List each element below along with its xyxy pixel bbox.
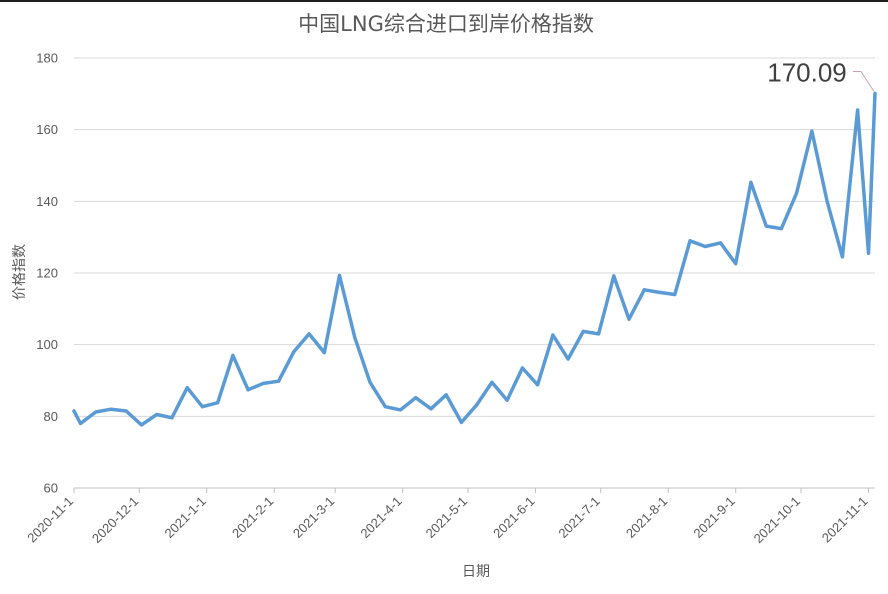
data-point	[718, 241, 723, 245]
data-point	[873, 91, 877, 96]
data-point	[581, 329, 585, 334]
data-point	[627, 317, 631, 321]
data-point	[840, 255, 844, 259]
x-axis-ticks: 2020-11-1 2020-12-1 2021-1-1 2021-2-1 2021-3…	[24, 488, 871, 547]
gridlines	[74, 57, 875, 417]
data-point	[642, 288, 646, 292]
data-point	[596, 332, 601, 336]
x-tick-label: 2021-2-1	[229, 494, 276, 541]
x-tick-label: 2021-10-1	[751, 494, 804, 547]
data-point	[109, 407, 113, 411]
data-point	[795, 191, 799, 195]
data-point	[231, 353, 235, 358]
data-point	[398, 408, 403, 412]
top-border-rule	[0, 0, 888, 2]
x-tick-label: 2021-3-1	[290, 494, 337, 541]
chart-title: 中国LNG综合进口到岸价格指数	[298, 12, 594, 36]
y-tick-label: 140	[36, 194, 58, 209]
data-point	[612, 274, 616, 278]
data-point	[764, 224, 768, 228]
data-point	[810, 129, 814, 133]
callout-leader-line	[853, 71, 875, 92]
data-point	[322, 350, 326, 355]
data-point	[734, 262, 738, 266]
x-tick-label: 2021-1-1	[161, 494, 208, 541]
x-tick-label: 2021-11-1	[819, 494, 871, 546]
x-tick-label: 2021-4-1	[357, 494, 404, 541]
data-point	[72, 409, 76, 413]
y-tick-label: 80	[44, 409, 58, 424]
y-tick-label: 120	[36, 266, 58, 281]
data-point	[353, 335, 357, 340]
data-point	[566, 357, 570, 361]
data-point	[429, 407, 433, 411]
data-point	[520, 366, 524, 370]
data-point	[444, 393, 448, 397]
x-tick-label: 2021-7-1	[555, 494, 602, 541]
x-tick-label: 2021-5-1	[423, 494, 470, 541]
data-point	[475, 403, 479, 407]
data-point	[139, 423, 144, 427]
data-point	[383, 405, 387, 409]
x-axis-title: 日期	[462, 564, 490, 580]
data-point	[277, 379, 281, 383]
data-point	[216, 401, 220, 405]
data-point	[155, 412, 159, 417]
y-tick-label: 100	[36, 337, 58, 352]
data-point	[200, 405, 205, 409]
data-point	[246, 388, 250, 392]
x-tick-label: 2020-11-1	[24, 494, 76, 546]
data-point	[551, 333, 555, 337]
data-point	[536, 383, 540, 387]
last-value-callout: 170.09	[767, 58, 847, 88]
x-tick-label: 2021-8-1	[623, 494, 670, 541]
x-tick-label: 2020-12-1	[89, 494, 142, 547]
data-points	[72, 91, 877, 427]
data-point	[490, 380, 494, 384]
y-tick-label: 160	[36, 122, 58, 137]
data-point	[170, 416, 174, 420]
data-point	[657, 290, 662, 294]
data-point	[261, 381, 265, 385]
data-point	[414, 396, 418, 400]
data-point	[855, 108, 860, 112]
data-point	[703, 244, 707, 249]
data-point	[185, 386, 189, 390]
series-line	[72, 91, 877, 427]
y-tick-label: 180	[36, 51, 58, 66]
y-tick-label: 60	[44, 481, 58, 496]
data-point	[749, 180, 753, 184]
data-point	[459, 420, 464, 425]
data-point	[368, 380, 372, 384]
x-tick-label: 2021-9-1	[690, 494, 737, 541]
y-axis-title: 价格指数	[12, 244, 28, 300]
data-point	[78, 421, 83, 426]
data-point	[292, 350, 296, 354]
data-point	[825, 199, 829, 203]
data-point	[688, 239, 692, 243]
data-point	[505, 398, 509, 402]
data-point	[337, 273, 342, 278]
data-point	[124, 409, 128, 413]
data-point	[307, 332, 311, 336]
data-point	[673, 292, 677, 297]
x-tick-label: 2021-6-1	[490, 494, 537, 541]
data-point	[866, 251, 871, 255]
data-point	[779, 226, 784, 231]
y-axis-ticks: 60 80 100 120 140 160 180	[36, 51, 58, 496]
data-point	[94, 410, 98, 414]
